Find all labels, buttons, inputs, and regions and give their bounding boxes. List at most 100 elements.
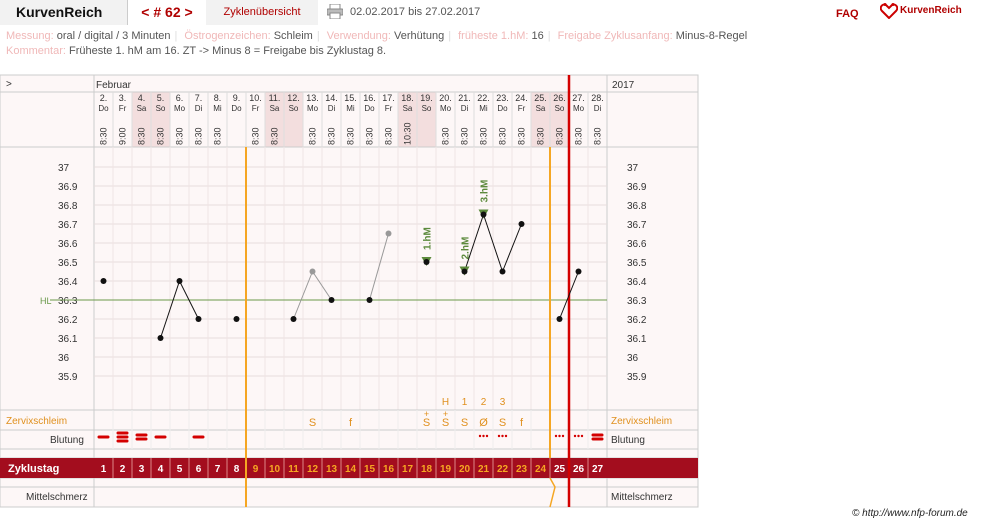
day-weekday: Sa (403, 104, 413, 113)
zervix-label-right: Zervixschleim (611, 416, 672, 427)
day-time: 8:30 (479, 127, 489, 145)
y-tick-left: 37 (58, 163, 70, 174)
brand-title[interactable]: KurvenReich (0, 0, 128, 25)
temperature-point[interactable] (195, 316, 202, 322)
cycle-day-number: 17 (402, 464, 414, 475)
day-date: 4. (138, 93, 146, 103)
day-date: 7. (195, 93, 203, 103)
bleeding-bar (192, 435, 205, 439)
messung-value: oral / digital / 3 Minuten (56, 30, 171, 42)
day-weekday: Mi (479, 104, 488, 113)
printer-icon[interactable] (327, 4, 343, 19)
cycle-overview-link[interactable]: Zyklenübersicht (206, 0, 318, 25)
nav-arrow[interactable]: > (6, 79, 12, 90)
bleeding-bar (116, 435, 129, 439)
faq-link[interactable]: FAQ (836, 8, 859, 20)
day-time: 8:30 (574, 127, 584, 145)
day-weekday: Mo (440, 104, 452, 113)
y-tick-right: 36.4 (627, 277, 647, 288)
weekend-shade (132, 92, 151, 147)
temperature-point[interactable] (233, 316, 240, 322)
zervix-label-left: Zervixschleim (6, 416, 67, 427)
zervix-mark: f (520, 417, 524, 429)
coverline-label: HL (40, 296, 52, 306)
day-date: 9. (233, 93, 241, 103)
day-weekday: Fr (385, 104, 393, 113)
peak-count: H (442, 397, 449, 408)
day-time: 8:30 (213, 127, 223, 145)
day-time: 8:30 (593, 127, 603, 145)
y-tick-left: 36.6 (58, 239, 78, 250)
y-tick-left: 36.5 (58, 258, 78, 269)
day-date: 25. (534, 93, 547, 103)
cycle-day-number: 18 (421, 464, 433, 475)
verwendung-value: Verhütung (394, 30, 445, 42)
y-tick-left: 36.4 (58, 277, 78, 288)
y-tick-left: 36.8 (58, 201, 78, 212)
cycle-day-number: 19 (440, 464, 452, 475)
temperature-point[interactable] (423, 259, 430, 265)
freigabe-label: Freigabe Zyklusanfang: (557, 30, 673, 42)
y-tick-left: 35.9 (58, 372, 78, 383)
cycle-day-number: 14 (345, 464, 357, 475)
day-date: 13. (306, 93, 319, 103)
temperature-point[interactable] (100, 278, 107, 284)
hm-marker-label: 1.hM (423, 227, 434, 250)
temperature-point[interactable] (556, 316, 563, 322)
spotting-dot (561, 434, 565, 438)
day-time: 8:30 (346, 127, 356, 145)
day-time: 8:30 (156, 127, 166, 145)
day-time: 8:30 (517, 127, 527, 145)
cycle-day-number: 11 (288, 464, 299, 475)
day-weekday: Mo (307, 104, 319, 113)
peak-count: 3 (500, 397, 506, 408)
y-tick-right: 36.6 (627, 239, 647, 250)
day-weekday: Di (461, 104, 469, 113)
day-weekday: Sa (536, 104, 546, 113)
weekend-shade (265, 92, 284, 147)
day-date: 18. (401, 93, 414, 103)
temperature-point[interactable] (461, 268, 468, 275)
temperature-point[interactable] (499, 268, 506, 275)
temperature-line (559, 271, 579, 320)
cycle-day-number: 2 (120, 464, 126, 475)
spotting-dot (482, 434, 485, 438)
bleeding-bar (135, 433, 148, 437)
bleeding-bar (116, 439, 129, 443)
fruehste-label: früheste 1.hM: (458, 30, 529, 42)
bleeding-bar (97, 435, 110, 439)
temperature-point[interactable] (328, 297, 335, 303)
day-time: 8:30 (99, 127, 109, 145)
temperature-line (483, 214, 503, 272)
day-time: 8:30 (460, 127, 470, 145)
temperature-point[interactable] (366, 297, 373, 303)
logo[interactable]: KurvenReich (880, 3, 980, 21)
day-weekday: Do (364, 104, 375, 113)
temperature-point[interactable] (575, 268, 582, 275)
temperature-point[interactable] (157, 335, 164, 341)
day-weekday: Sa (137, 104, 147, 113)
temperature-line (293, 271, 313, 320)
day-date: 23. (496, 93, 509, 103)
spotting-dot (497, 434, 501, 438)
cycle-navigator[interactable]: < # 62 > (130, 0, 204, 25)
temperature-point[interactable] (176, 278, 183, 284)
bleeding-bar (116, 431, 129, 435)
top-bar: KurvenReich < # 62 > Zyklenübersicht 02.… (0, 0, 981, 26)
temperature-point[interactable] (290, 316, 297, 322)
temperature-point[interactable] (480, 211, 487, 218)
cycle-day-number: 10 (269, 464, 281, 475)
temperature-point[interactable] (309, 268, 316, 275)
day-time: 8:30 (175, 127, 185, 145)
y-tick-left: 36.1 (58, 334, 78, 345)
verwendung-label: Verwendung: (326, 30, 391, 42)
day-weekday: Mi (346, 104, 355, 113)
day-date: 26. (553, 93, 566, 103)
day-weekday: Mo (174, 104, 186, 113)
temperature-point[interactable] (518, 221, 525, 227)
day-weekday: So (422, 104, 432, 113)
y-tick-right: 36.7 (627, 220, 647, 231)
peak-count: 2 (481, 397, 487, 408)
temperature-point[interactable] (385, 230, 392, 237)
credit: © http://www.nfp-forum.de (852, 508, 968, 519)
